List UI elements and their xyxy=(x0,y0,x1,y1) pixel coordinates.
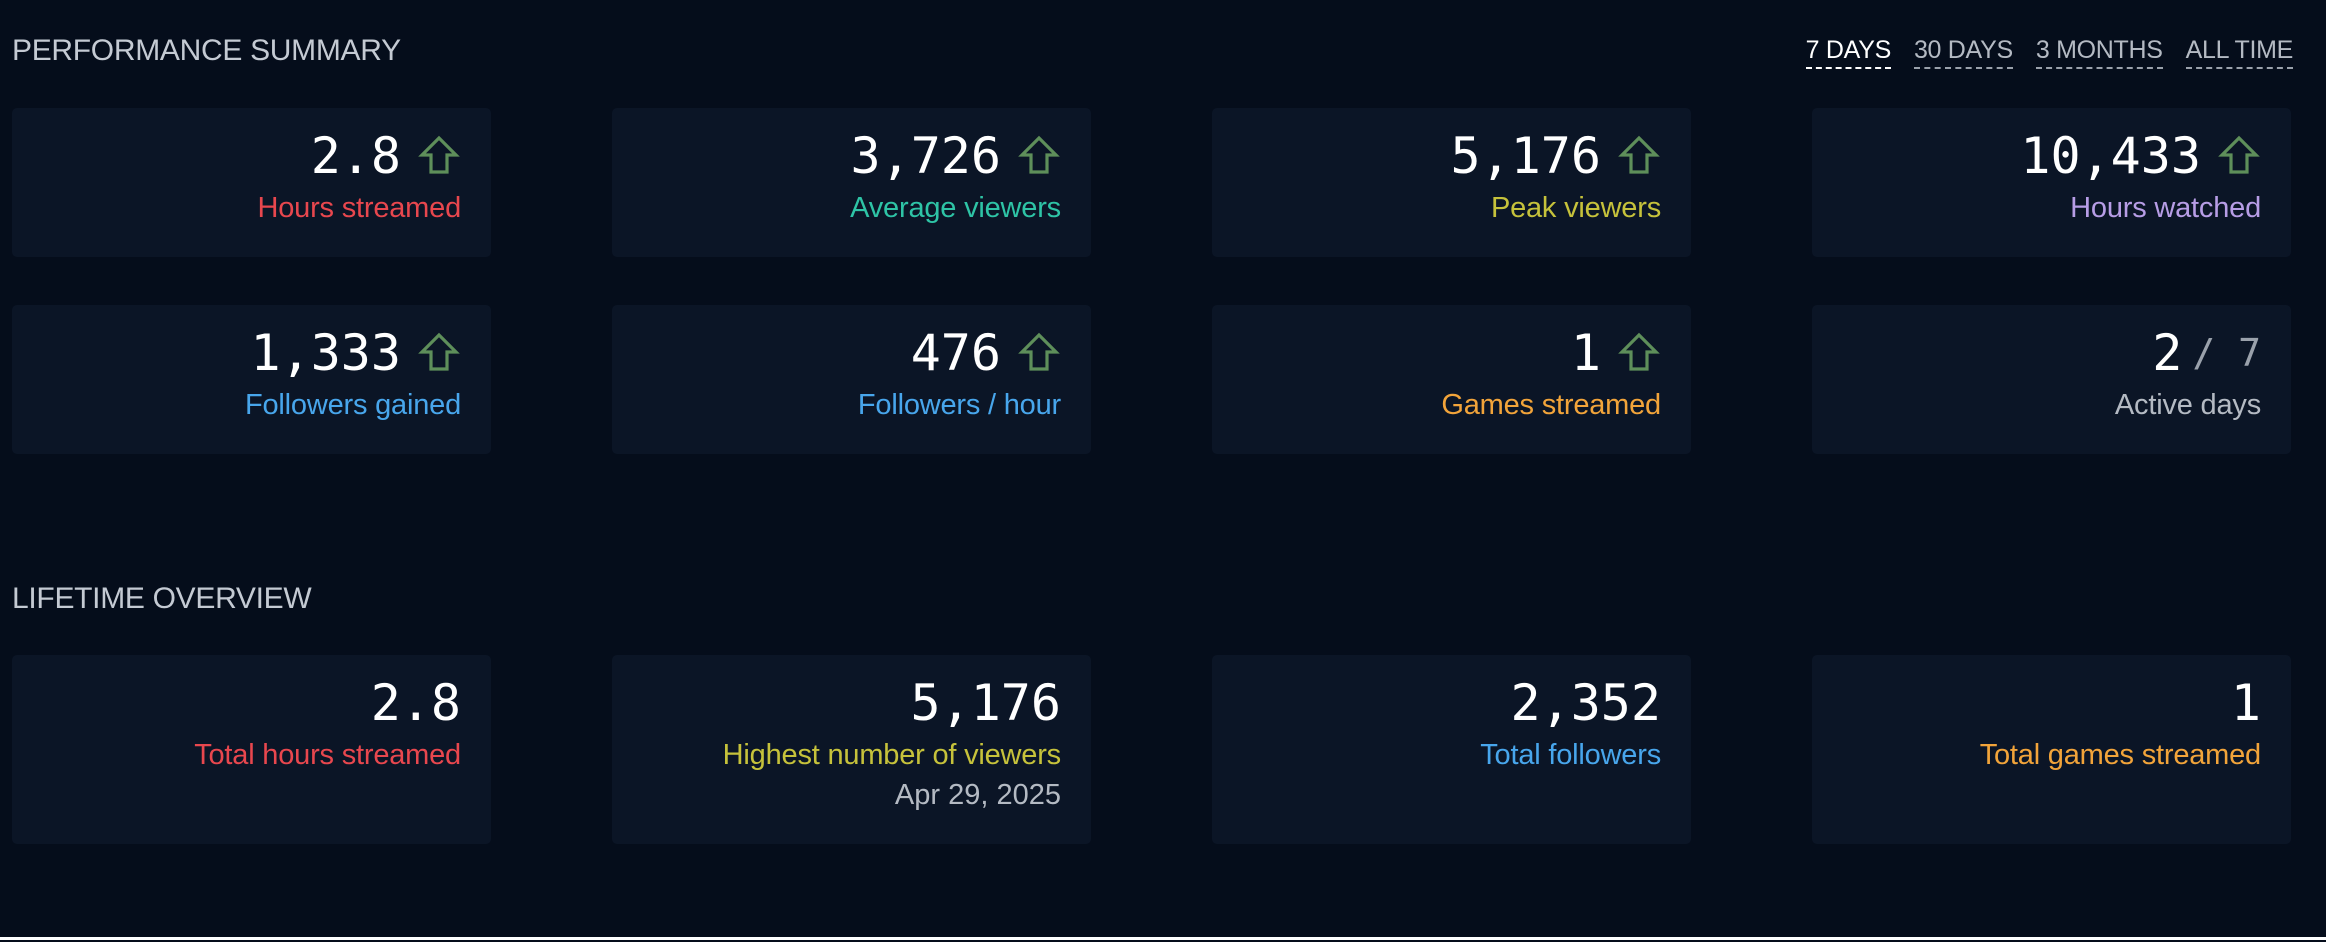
stat-label: Active days xyxy=(2114,389,2261,421)
stat-card-hours-streamed: 2.8 Hours streamed xyxy=(12,108,491,257)
stat-value: 5,176 xyxy=(910,674,1061,732)
stat-card-total-games-streamed: 1 Total games streamed xyxy=(1812,655,2291,844)
stat-value: 1 xyxy=(1570,324,1601,382)
stat-label: Followers / hour xyxy=(857,389,1061,421)
stat-card-followers-gained: 1,333 Followers gained xyxy=(12,305,491,454)
stat-card-total-followers: 2,352 Total followers xyxy=(1212,655,1691,844)
stat-value: 10,433 xyxy=(2020,127,2201,185)
time-range-tabs: 7 DAYS 30 DAYS 3 MONTHS ALL TIME xyxy=(1805,36,2293,69)
stat-value: 5,176 xyxy=(1450,127,1601,185)
arrow-up-icon xyxy=(418,332,460,371)
arrow-up-icon xyxy=(1618,135,1660,174)
lifetime-stats-row: 2.8 Total hours streamed 5,176 Highest n… xyxy=(12,655,2293,844)
stat-card-followers-per-hour: 476 Followers / hour xyxy=(612,305,1091,454)
stat-card-average-viewers: 3,726 Average viewers xyxy=(612,108,1091,257)
stat-label: Highest number of viewers xyxy=(722,739,1062,771)
stat-value: 2,352 xyxy=(1510,674,1661,732)
stat-label: Hours streamed xyxy=(257,192,462,224)
arrow-up-icon xyxy=(418,135,460,174)
stat-value: 2.8 xyxy=(370,674,461,732)
arrow-up-icon xyxy=(1618,332,1660,371)
performance-stats-row-2: 1,333 Followers gained 476 Followers / h… xyxy=(12,305,2293,454)
arrow-up-icon xyxy=(2218,135,2260,174)
stat-label: Average viewers xyxy=(850,192,1061,224)
tab-7-days[interactable]: 7 DAYS xyxy=(1805,36,1891,69)
stat-card-games-streamed: 1 Games streamed xyxy=(1212,305,1691,454)
stat-card-highest-viewers: 5,176 Highest number of viewers Apr 29, … xyxy=(612,655,1091,844)
stat-label: Peak viewers xyxy=(1490,192,1661,224)
stat-value: 1,333 xyxy=(250,324,401,382)
stat-label: Games streamed xyxy=(1441,389,1661,421)
stat-label: Total followers xyxy=(1480,739,1661,771)
tab-3-months[interactable]: 3 MONTHS xyxy=(2035,36,2163,69)
stat-label: Total hours streamed xyxy=(194,739,461,771)
tab-30-days[interactable]: 30 DAYS xyxy=(1913,36,2013,69)
stat-value: 2 xyxy=(2152,324,2183,382)
stat-card-peak-viewers: 5,176 Peak viewers xyxy=(1212,108,1691,257)
stat-value: 3,726 xyxy=(850,127,1001,185)
stat-card-hours-watched: 10,433 Hours watched xyxy=(1812,108,2291,257)
stat-denominator: / 7 xyxy=(2192,331,2261,375)
bottom-divider xyxy=(0,937,2326,940)
lifetime-overview-title: LIFETIME OVERVIEW xyxy=(12,582,312,615)
stat-value: 1 xyxy=(2230,674,2261,732)
arrow-up-icon xyxy=(1018,135,1060,174)
stat-card-total-hours-streamed: 2.8 Total hours streamed xyxy=(12,655,491,844)
performance-summary-title: PERFORMANCE SUMMARY xyxy=(12,34,401,67)
tab-all-time[interactable]: ALL TIME xyxy=(2185,36,2293,69)
stat-label: Total games streamed xyxy=(1979,739,2262,771)
stat-date: Apr 29, 2025 xyxy=(894,779,1061,811)
stat-label: Hours watched xyxy=(2070,192,2261,224)
stat-card-active-days: 2 / 7 Active days xyxy=(1812,305,2291,454)
arrow-up-icon xyxy=(1018,332,1060,371)
stat-value: 2.8 xyxy=(310,127,401,185)
performance-stats-row-1: 2.8 Hours streamed 3,726 Average viewers… xyxy=(12,108,2293,257)
stat-value: 476 xyxy=(910,324,1001,382)
stat-label: Followers gained xyxy=(244,389,461,421)
